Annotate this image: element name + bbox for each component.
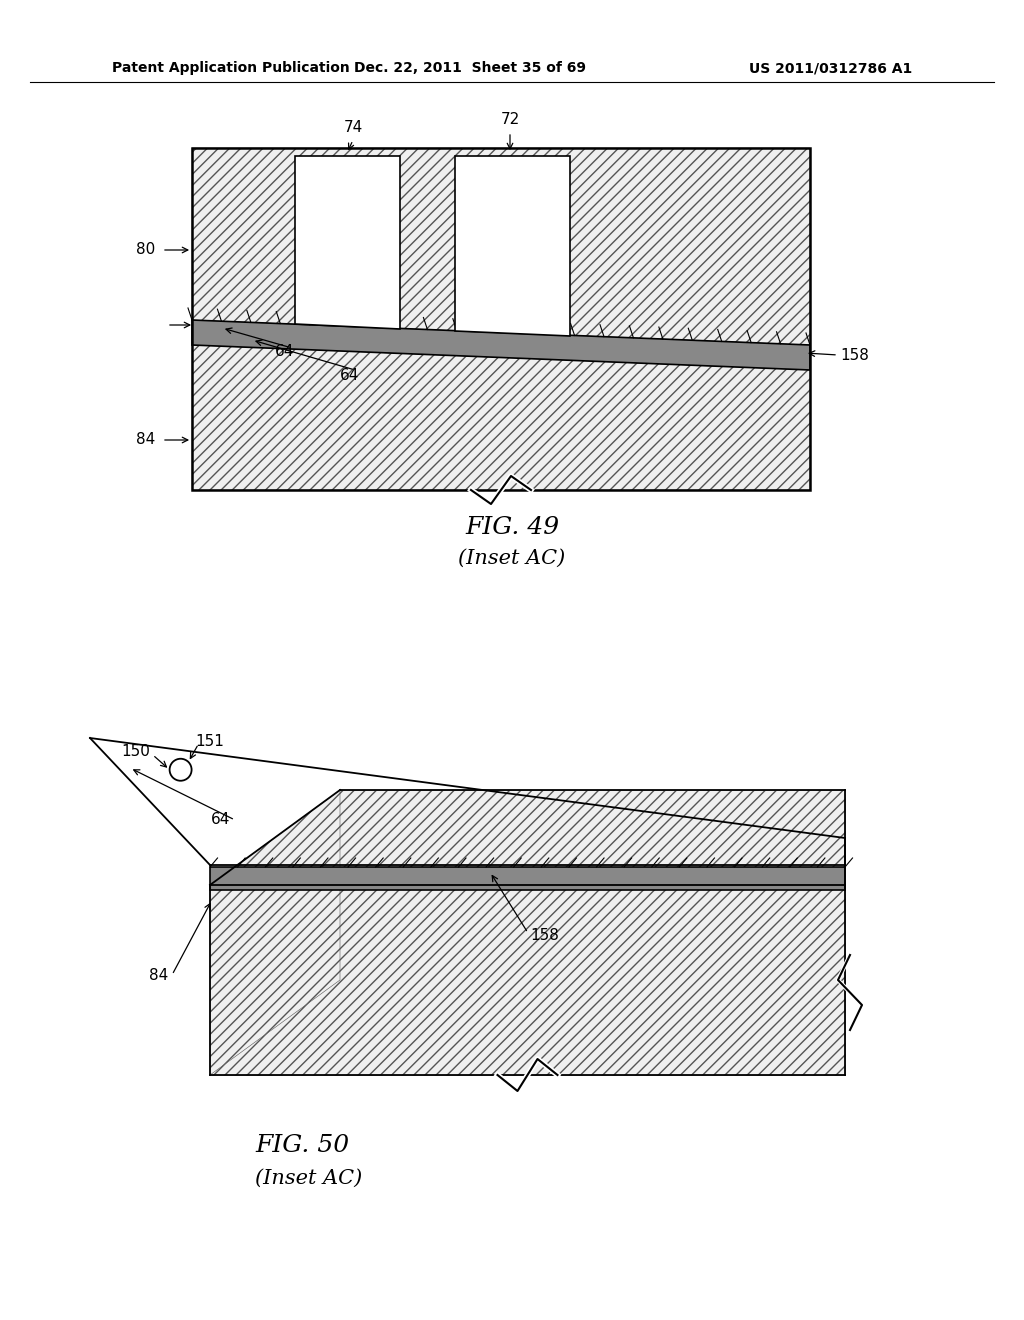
Text: 64: 64 <box>340 367 359 383</box>
Polygon shape <box>193 148 810 345</box>
Text: 150: 150 <box>122 744 151 759</box>
Text: US 2011/0312786 A1: US 2011/0312786 A1 <box>749 61 912 75</box>
Text: 80: 80 <box>136 243 155 257</box>
Bar <box>193 148 810 490</box>
Polygon shape <box>210 789 340 1074</box>
Polygon shape <box>455 156 570 335</box>
Text: Dec. 22, 2011  Sheet 35 of 69: Dec. 22, 2011 Sheet 35 of 69 <box>354 61 586 75</box>
Polygon shape <box>210 884 845 1074</box>
Text: 74: 74 <box>343 120 362 136</box>
Polygon shape <box>295 156 400 329</box>
Polygon shape <box>210 867 845 890</box>
Text: 72: 72 <box>501 112 519 128</box>
Polygon shape <box>210 789 845 884</box>
Text: 84: 84 <box>148 968 168 982</box>
Text: Patent Application Publication: Patent Application Publication <box>112 61 350 75</box>
Text: FIG. 49: FIG. 49 <box>465 516 559 540</box>
Text: (Inset AC): (Inset AC) <box>459 549 565 568</box>
Polygon shape <box>193 345 810 490</box>
Polygon shape <box>193 319 810 370</box>
Text: 151: 151 <box>196 734 224 750</box>
Text: (Inset AC): (Inset AC) <box>255 1168 362 1188</box>
Text: 158: 158 <box>840 347 869 363</box>
Text: 158: 158 <box>530 928 559 942</box>
Text: 64: 64 <box>211 813 230 828</box>
Text: 84: 84 <box>136 433 155 447</box>
Text: FIG. 50: FIG. 50 <box>255 1134 349 1156</box>
Text: 64: 64 <box>275 345 295 359</box>
